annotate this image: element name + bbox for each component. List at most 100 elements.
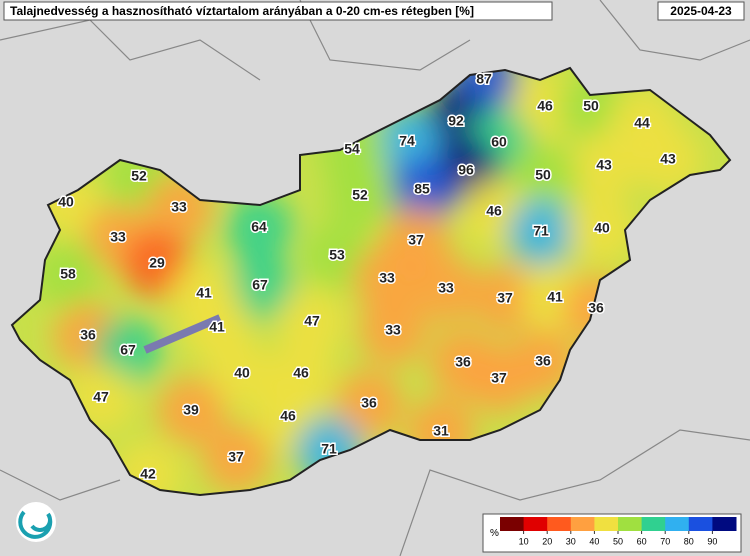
station-value: 67 [120, 342, 136, 358]
title-box [3, 1, 553, 21]
colorbar-tick-label: 90 [707, 536, 717, 546]
colorbar-cell [618, 517, 643, 531]
station-value: 39 [183, 402, 199, 418]
station-value: 40 [234, 365, 250, 381]
station-value: 36 [535, 353, 551, 369]
colorbar-cell [523, 517, 548, 531]
title: Talajnedvesség a hasznosítható víztartal… [10, 4, 474, 18]
station-value: 36 [361, 395, 377, 411]
moisture-blob [353, 245, 421, 313]
station-value: 46 [280, 408, 296, 424]
labels: 87 46 50 92 74 60 44 54 43 96 43 85 50 52 52 40 33 46 71 40… [57, 69, 678, 483]
station-value: 71 [533, 223, 549, 239]
colorbar-cell [688, 517, 713, 531]
station-value: 37 [491, 370, 507, 386]
station-value: 53 [329, 247, 345, 263]
colorbar-unit: % [490, 528, 499, 539]
moisture-blob [388, 156, 456, 224]
station-value: 46 [293, 365, 309, 381]
moisture-blob [359, 297, 427, 365]
station-value: 54 [344, 141, 360, 157]
station-value: 36 [80, 327, 96, 343]
moisture-blob [570, 132, 638, 200]
hungary [12, 68, 730, 495]
station-value: 67 [252, 277, 268, 293]
station-value: 40 [594, 220, 610, 236]
logo-swirl [18, 510, 53, 539]
station-value: 50 [583, 98, 599, 114]
moisture-blob [225, 194, 293, 262]
station-value: 92 [448, 113, 464, 129]
colorbar-tick-label: 20 [542, 536, 552, 546]
moisture-blob [507, 198, 575, 266]
colorbar-tick-label: 10 [519, 536, 529, 546]
lake-balaton [143, 314, 222, 354]
moisture-blob [226, 252, 294, 320]
colorbar-tick-label: 70 [660, 536, 670, 546]
station-value: 41 [209, 319, 225, 335]
station-value: 33 [379, 270, 395, 286]
colorbar-cell [594, 517, 619, 531]
moisture-blob [335, 370, 403, 438]
colorbar-tick-label: 60 [637, 536, 647, 546]
station-value: 33 [438, 280, 454, 296]
station-value: 37 [408, 232, 424, 248]
station-value: 41 [547, 289, 563, 305]
station-value: 50 [535, 167, 551, 183]
moisture-blob [568, 195, 636, 263]
moisture-blob [326, 162, 394, 230]
colorbar-cell [500, 517, 525, 531]
station-value: 36 [455, 354, 471, 370]
colorbar: 10 20 30 40 50 60 70 80 90 [500, 517, 737, 546]
station-value: 37 [228, 449, 244, 465]
station-value: 96 [458, 162, 474, 178]
station-value: 47 [304, 313, 320, 329]
station-value: 58 [60, 266, 76, 282]
station-value: 64 [251, 219, 267, 235]
station-value: 52 [352, 187, 368, 203]
station-value: 33 [110, 229, 126, 245]
date-box [657, 1, 745, 21]
station-value: 60 [491, 134, 507, 150]
moisture-blob [157, 377, 225, 445]
moisture-blob [208, 340, 276, 408]
station-value: 87 [476, 71, 492, 87]
station-value: 43 [596, 157, 612, 173]
station-value: 36 [588, 300, 604, 316]
station-value: 31 [433, 423, 449, 439]
station-value: 29 [149, 255, 165, 271]
moisture-blob [278, 288, 346, 356]
moisture-blob [471, 265, 539, 333]
station-value: 74 [399, 133, 415, 149]
station-value: 33 [385, 322, 401, 338]
station-value: 43 [660, 151, 676, 167]
colorbar-tick-label: 30 [566, 536, 576, 546]
station-value: 37 [497, 290, 513, 306]
station-value: 52 [131, 168, 147, 184]
colorbar-tick-label: 50 [613, 536, 623, 546]
station-value: 44 [634, 115, 650, 131]
station-value: 42 [140, 466, 156, 482]
station-value: 46 [486, 203, 502, 219]
colorbar-cell [641, 517, 666, 531]
colorbar-cell [570, 517, 595, 531]
moisture-blob [34, 241, 102, 309]
station-value: 33 [171, 199, 187, 215]
colorbar-tick-label: 80 [684, 536, 694, 546]
moisture-blob [465, 345, 533, 413]
moisture-blob [509, 142, 577, 210]
station-value: 47 [93, 389, 109, 405]
station-value: 41 [196, 285, 212, 301]
moisture-blob [412, 255, 480, 323]
colorbar-cell [547, 517, 572, 531]
station-value: 71 [321, 441, 337, 457]
station-value: 85 [414, 181, 430, 197]
moisture-blob [202, 424, 270, 492]
colorbar-cell [712, 517, 737, 531]
colorbar-tick-label: 40 [589, 536, 599, 546]
date: 2025-04-23 [670, 4, 732, 18]
station-value: 40 [58, 194, 74, 210]
station-value: 46 [537, 98, 553, 114]
